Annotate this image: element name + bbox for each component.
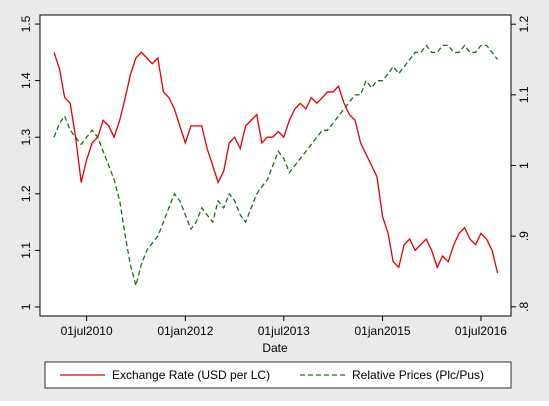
x-tick-label: 01jul2016 <box>455 324 507 338</box>
legend-label: Relative Prices (Plc/Pus) <box>352 368 484 382</box>
y-tick-label: 1.4 <box>19 72 33 89</box>
y-tick-label: 1.2 <box>19 185 33 202</box>
x-axis-title: Date <box>262 341 288 355</box>
x-tick-label: 01jan2012 <box>157 324 213 338</box>
y-tick-label: 1 <box>19 303 33 310</box>
legend-box <box>44 361 512 389</box>
y-tick-label: 1.1 <box>19 242 33 259</box>
legend-label: Exchange Rate (USD per LC) <box>112 368 270 382</box>
x-tick-label: 01jul2013 <box>258 324 310 338</box>
x-tick-label: 01jul2010 <box>61 324 113 338</box>
y-tick-label: 1.5 <box>19 15 33 32</box>
series-line <box>53 51 499 274</box>
x-tick-label: 01jan2015 <box>355 324 411 338</box>
y2-tick-label: 1.2 <box>517 16 531 33</box>
y2-tick-label: 1.1 <box>517 86 531 103</box>
y2-tick-label: .8 <box>517 301 531 311</box>
series-line <box>53 44 499 289</box>
y-tick-label: 1.3 <box>19 129 33 146</box>
plot-frame <box>39 14 512 317</box>
y2-tick-label: .9 <box>517 231 531 241</box>
y2-tick-label: 1 <box>517 162 531 169</box>
